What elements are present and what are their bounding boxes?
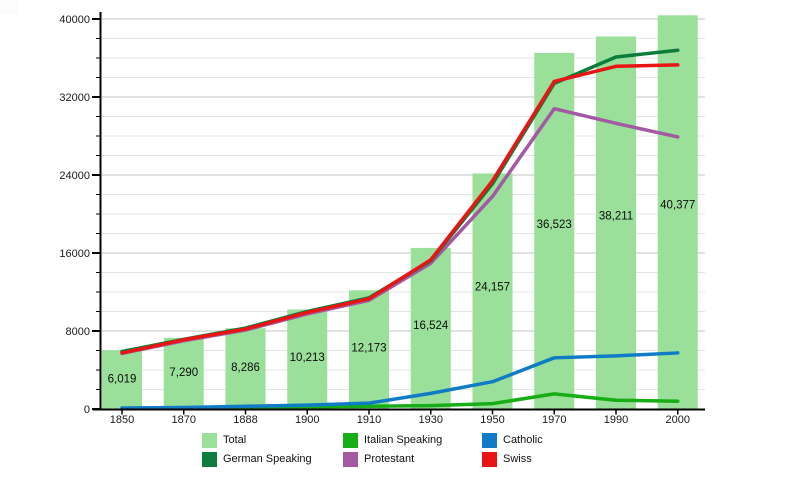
legend-label: Total bbox=[223, 434, 247, 446]
bar-value-label: 36,523 bbox=[537, 219, 572, 231]
bar-value-label: 40,377 bbox=[660, 199, 695, 211]
line-german-speaking bbox=[120, 48, 680, 354]
legend-item: Catholic bbox=[482, 433, 543, 448]
x-tick-label: 1950 bbox=[480, 414, 504, 426]
bar-value-label: 38,211 bbox=[599, 210, 633, 222]
bar bbox=[349, 290, 389, 409]
legend-item: Swiss bbox=[482, 452, 543, 467]
x-tick-label: 1970 bbox=[542, 414, 566, 426]
legend-swatch-german-speaking bbox=[202, 452, 217, 467]
chart-legend: Total German Speaking Italian Speaking P… bbox=[202, 431, 543, 469]
legend-swatch-total bbox=[202, 433, 217, 448]
bar bbox=[225, 328, 266, 409]
legend-label: Swiss bbox=[503, 453, 532, 465]
y-tick-label: 0 bbox=[84, 404, 90, 416]
x-tick-label: 1930 bbox=[419, 414, 443, 426]
bar bbox=[102, 350, 142, 409]
line-catholic bbox=[120, 351, 680, 410]
bar-value-label: 10,213 bbox=[290, 352, 325, 364]
y-tick-label: 32000 bbox=[59, 92, 90, 104]
y-tick-label: 24000 bbox=[59, 170, 90, 182]
legend-label: German Speaking bbox=[223, 453, 312, 465]
legend-swatch-swiss bbox=[482, 452, 497, 467]
x-tick-label: 1850 bbox=[110, 414, 134, 426]
corner-artifact bbox=[0, 0, 18, 14]
x-tick-label: 1910 bbox=[357, 414, 381, 426]
legend-swatch-italian-speaking bbox=[343, 433, 358, 448]
bar bbox=[657, 15, 698, 410]
x-tick-label: 1870 bbox=[172, 414, 196, 426]
bar-value-label: 7,290 bbox=[169, 367, 198, 379]
y-tick-label: 8000 bbox=[66, 326, 90, 338]
line-protestant bbox=[120, 106, 680, 356]
axes bbox=[92, 12, 705, 415]
x-tick-label: 2000 bbox=[666, 414, 690, 426]
x-tick-label: 1888 bbox=[233, 414, 257, 426]
legend-swatch-protestant bbox=[343, 452, 358, 467]
legend-item: Protestant bbox=[343, 452, 482, 467]
x-axis-labels: 1850 1870 1888 1900 1910 1930 1950 1970 1990 2000 bbox=[110, 414, 690, 426]
bar bbox=[163, 337, 204, 409]
bar bbox=[596, 36, 636, 409]
legend-label: Italian Speaking bbox=[364, 434, 443, 446]
bar bbox=[287, 309, 328, 409]
bar-value-label: 16,524 bbox=[413, 320, 449, 332]
legend-label: Catholic bbox=[503, 434, 543, 446]
bar-value-label: 8,286 bbox=[231, 362, 260, 374]
x-tick-label: 1990 bbox=[604, 414, 628, 426]
legend-item: Italian Speaking bbox=[343, 433, 482, 448]
y-tick-label: 16000 bbox=[59, 248, 90, 260]
x-tick-label: 1900 bbox=[295, 414, 319, 426]
bar-value-labels: 6,019 7,290 8,286 10,213 12,173 16,524 24,157 3… bbox=[108, 199, 696, 385]
legend-item: Total bbox=[202, 433, 343, 448]
legend-swatch-catholic bbox=[482, 433, 497, 448]
legend-label: Protestant bbox=[364, 453, 415, 465]
bar-value-label: 6,019 bbox=[108, 373, 137, 385]
y-tick-label: 40000 bbox=[59, 14, 90, 26]
bar-value-label: 24,157 bbox=[475, 282, 510, 294]
bar bbox=[410, 247, 451, 409]
bar-value-label: 12,173 bbox=[351, 342, 386, 354]
line-series-group bbox=[120, 48, 680, 411]
y-axis-labels: 0 8000 16000 24000 32000 40000 bbox=[59, 14, 90, 416]
line-swiss bbox=[120, 63, 680, 355]
legend-item: German Speaking bbox=[202, 452, 343, 467]
